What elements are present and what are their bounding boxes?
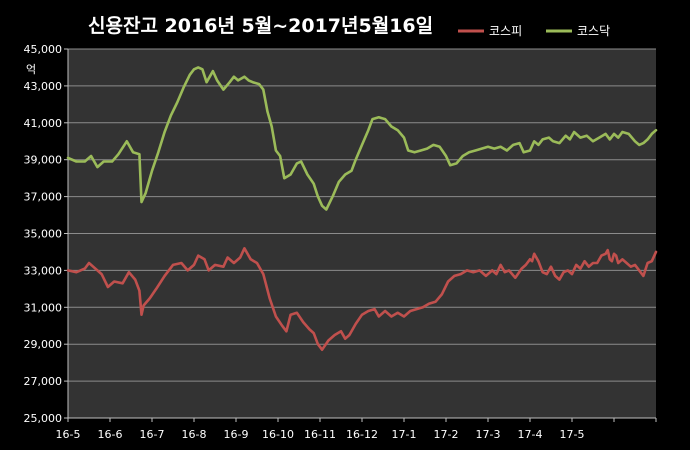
x-tick-label: 16-5	[56, 428, 81, 441]
x-tick-label: 16-6	[98, 428, 123, 441]
y-tick-label: 31,000	[24, 301, 63, 314]
x-tick-label: 17-4	[518, 428, 543, 441]
y-axis: 25,000 27,000 29,000 31,000 33,000 35,000 37,0…	[24, 43, 69, 425]
x-axis: 16-5 16-6 16-7 16-8 16-9 16-10 16-11 16-12 17-1 1…	[56, 417, 657, 441]
y-tick-label: 33,000	[24, 264, 63, 277]
y-tick-label: 43,000	[24, 80, 63, 93]
x-tick-label: 16-11	[304, 428, 336, 441]
series-line-kospi	[66, 247, 658, 351]
x-tick-label: 16-8	[182, 428, 207, 441]
y-tick-label: 37,000	[24, 191, 63, 204]
x-tick-label: 16-10	[262, 428, 294, 441]
x-tick-label: 17-3	[476, 428, 501, 441]
y-axis-unit: 억	[26, 63, 36, 76]
legend: 코스피 코스닥	[458, 24, 610, 38]
y-tick-label: 29,000	[24, 338, 63, 351]
y-tick-label: 39,000	[24, 154, 63, 167]
y-tick-label: 35,000	[24, 228, 63, 241]
legend-label-kosdaq: 코스닥	[577, 24, 610, 38]
legend-label-kospi: 코스피	[489, 24, 522, 38]
x-tick-label: 17-2	[434, 428, 459, 441]
y-tick-label: 27,000	[24, 375, 63, 388]
series-lines	[66, 66, 658, 351]
x-tick-label: 16-12	[346, 428, 378, 441]
y-tick-label: 25,000	[24, 412, 63, 425]
y-tick-label: 41,000	[24, 117, 63, 130]
y-tick-label: 45,000	[24, 43, 63, 56]
x-tick-label: 17-5	[560, 428, 585, 441]
series-line-kosdaq	[66, 66, 658, 211]
x-tick-label: 16-9	[224, 428, 249, 441]
x-tick-label: 16-7	[140, 428, 165, 441]
x-tick-label: 17-1	[392, 428, 417, 441]
chart-title: 신용잔고 2016년 5월~2017년5월16일	[88, 15, 433, 37]
